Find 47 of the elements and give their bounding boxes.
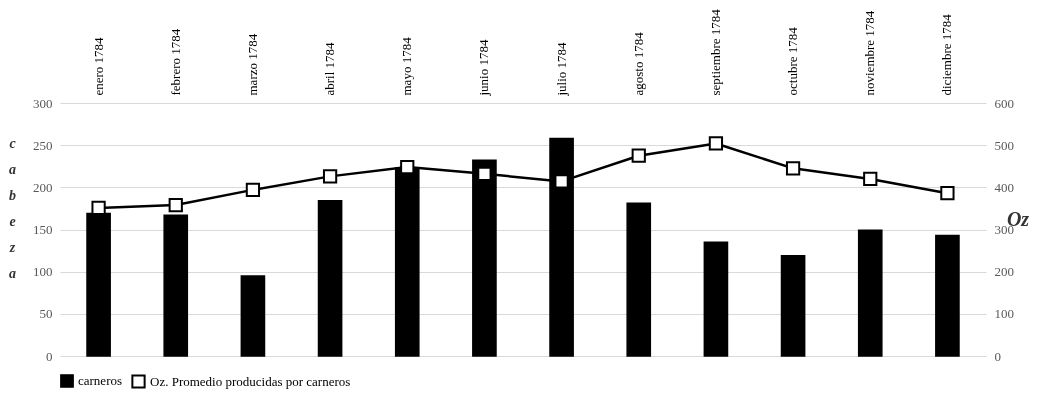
y-tick-label: 300	[33, 95, 53, 111]
x-tick-label: abril 1784	[322, 41, 338, 96]
bar	[626, 202, 652, 357]
x-tick-label: septiembre 1784	[707, 8, 723, 96]
bar	[317, 200, 343, 357]
y2-tick-label: 100	[994, 306, 1014, 322]
point	[785, 161, 801, 176]
point	[631, 148, 646, 163]
point	[554, 174, 569, 189]
x-tick-label: diciembre 1784	[939, 13, 955, 96]
y2-tick-label: 500	[994, 137, 1014, 153]
y-tick-label: 150	[33, 222, 53, 237]
bar	[935, 234, 960, 357]
y2-tick-label: 600	[994, 95, 1014, 111]
bar	[240, 275, 266, 357]
point	[863, 171, 878, 187]
point	[477, 166, 492, 181]
y2-tick-label: 0	[994, 348, 1001, 364]
y2-tick-label: 400	[994, 179, 1014, 195]
bar	[163, 214, 189, 357]
legend-label: Oz. Promedio producidas por carneros	[150, 373, 351, 389]
x-tick-label: febrero 1784	[167, 28, 183, 96]
x-tick-label: junio 1784	[476, 39, 492, 97]
y-axis-title: cabeza	[8, 135, 17, 281]
point	[168, 197, 183, 213]
y-tick-label: 50	[39, 306, 53, 322]
y-tick-label: 0	[46, 348, 53, 364]
point	[708, 136, 724, 151]
bar	[857, 229, 883, 357]
point	[400, 159, 415, 175]
bar	[703, 241, 729, 357]
legend-label: carneros	[78, 373, 123, 388]
x-tick-label: noviembre 1784	[862, 10, 878, 96]
y-tick-label: 200	[33, 179, 53, 195]
point	[245, 182, 261, 197]
x-tick-label: enero 1784	[90, 36, 106, 96]
bar	[780, 254, 806, 357]
x-tick-label: octubre 1784	[785, 26, 801, 96]
y-tick-label: 100	[33, 264, 53, 280]
point	[940, 186, 955, 201]
x-tick-label: marzo 1784	[244, 33, 260, 96]
x-tick-label: julio 1784	[553, 41, 569, 97]
y2-tick-label: 200	[994, 264, 1014, 280]
x-tick-label: agosto 1784	[630, 31, 646, 96]
y-tick-label: 250	[33, 137, 53, 153]
point	[322, 169, 338, 184]
x-tick-label: mayo 1784	[399, 36, 415, 96]
